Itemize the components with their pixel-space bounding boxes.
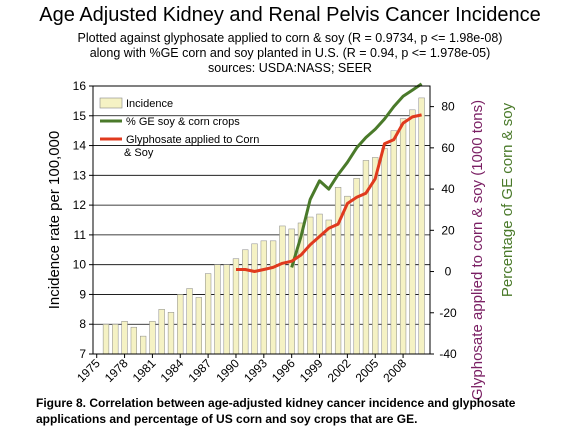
y-tick-label: 10	[73, 258, 87, 272]
incidence-bar	[307, 216, 314, 355]
y2-tick-label: -40	[439, 347, 457, 361]
y-tick-label: 8	[79, 317, 86, 331]
figure-caption: Figure 8. Correlation between age-adjust…	[36, 395, 566, 427]
legend-swatch-incidence	[99, 97, 123, 109]
incidence-bar	[195, 297, 202, 355]
y2-tick-label: 40	[441, 182, 455, 196]
y-axis-label-ge-percent: Percentage of GE corn & soy	[499, 102, 516, 297]
x-tick-label: 1990	[213, 356, 242, 385]
y2-tick-label: -20	[439, 306, 457, 320]
y-tick-label: 13	[73, 168, 87, 182]
x-tick-label: 2002	[325, 356, 354, 385]
chart-title: Age Adjusted Kidney and Renal Pelvis Can…	[39, 4, 541, 26]
chart-sources: sources: USDA:NASS; SEER	[208, 61, 372, 75]
incidence-bar	[112, 323, 119, 355]
y-tick-label: 12	[73, 198, 87, 212]
plot-frame	[92, 85, 431, 355]
incidence-bar	[372, 157, 379, 355]
y-tick-label: 7	[79, 347, 86, 361]
incidence-bar	[344, 195, 351, 355]
chart-subtitle-1: Plotted against glyphosate applied to co…	[77, 31, 503, 45]
incidence-bars	[102, 97, 425, 355]
incidence-bar	[399, 118, 407, 355]
x-tick-label: 2008	[380, 356, 409, 385]
x-tick-label: 1987	[185, 356, 214, 385]
incidence-bar	[279, 225, 286, 355]
incidence-bar	[140, 335, 147, 355]
legend-label-glyphosate-line: Glyphosate applied to Corn	[126, 134, 259, 146]
incidence-bar	[186, 288, 193, 355]
incidence-bar	[204, 273, 212, 355]
y-axis-label-left: Incidence rate per 100,000	[46, 131, 63, 309]
y-tick-label: 16	[73, 79, 87, 93]
incidence-bar	[269, 240, 277, 355]
legend-label-ge: % GE soy & corn crops	[126, 116, 240, 128]
legend-label-incidence: Incidence	[126, 98, 173, 110]
incidence-bar	[242, 249, 249, 355]
caption-line-2: applications and percentage of US corn a…	[36, 412, 418, 426]
incidence-bar	[177, 294, 184, 355]
incidence-bar	[251, 243, 258, 355]
incidence-bar	[381, 148, 388, 355]
incidence-bar	[288, 228, 295, 355]
y2-tick-label: 80	[441, 100, 455, 114]
incidence-bar	[390, 130, 397, 355]
incidence-bar	[334, 186, 342, 355]
chart-subtitle-2: along with %GE corn and soy planted in U…	[89, 46, 491, 60]
incidence-bar	[167, 312, 175, 355]
x-tick-label: 1999	[297, 356, 326, 385]
incidence-bar	[325, 219, 332, 355]
caption-line-1: Figure 8. Correlation between age-adjust…	[36, 396, 516, 410]
y2-tick-label: 60	[441, 141, 455, 155]
x-tick-label: 1996	[269, 356, 298, 385]
incidence-bar	[353, 178, 360, 355]
y-axis-label-glyphosate: Glyphosate applied to corn & soy (1000 t…	[469, 100, 486, 400]
x-tick-label: 1978	[102, 356, 131, 385]
ge-percent-line	[290, 82, 423, 268]
incidence-bar	[223, 264, 230, 355]
y-tick-label: 14	[73, 139, 87, 153]
y-tick-label: 9	[79, 287, 86, 301]
incidence-bar	[102, 323, 110, 355]
x-tick-label: 2005	[353, 356, 382, 385]
y2-tick-label: 0	[445, 265, 452, 279]
y-tick-label: 15	[73, 109, 87, 123]
glyphosate-line	[236, 113, 422, 273]
legend: Incidence % GE soy & corn crops Glyphosa…	[99, 97, 259, 159]
incidence-bar	[418, 97, 425, 355]
incidence-bar	[409, 109, 416, 355]
incidence-bar	[232, 258, 240, 355]
x-tick-label: 1984	[158, 356, 187, 385]
incidence-bar	[214, 264, 221, 355]
legend-label-glyphosate-line: & Soy	[124, 147, 154, 159]
incidence-bar	[260, 240, 267, 355]
y2-tick-label: 20	[441, 223, 455, 237]
incidence-bar	[149, 320, 156, 355]
legend-label-glyphosate: Glyphosate applied to Corn & Soy	[124, 134, 259, 159]
incidence-bar	[130, 326, 137, 355]
x-tick-label: 1981	[130, 356, 159, 385]
x-tick-label: 1993	[241, 356, 270, 385]
incidence-bar	[121, 320, 128, 355]
y-tick-label: 11	[74, 228, 87, 242]
incidence-bar	[158, 309, 165, 355]
series-lines	[236, 82, 423, 273]
